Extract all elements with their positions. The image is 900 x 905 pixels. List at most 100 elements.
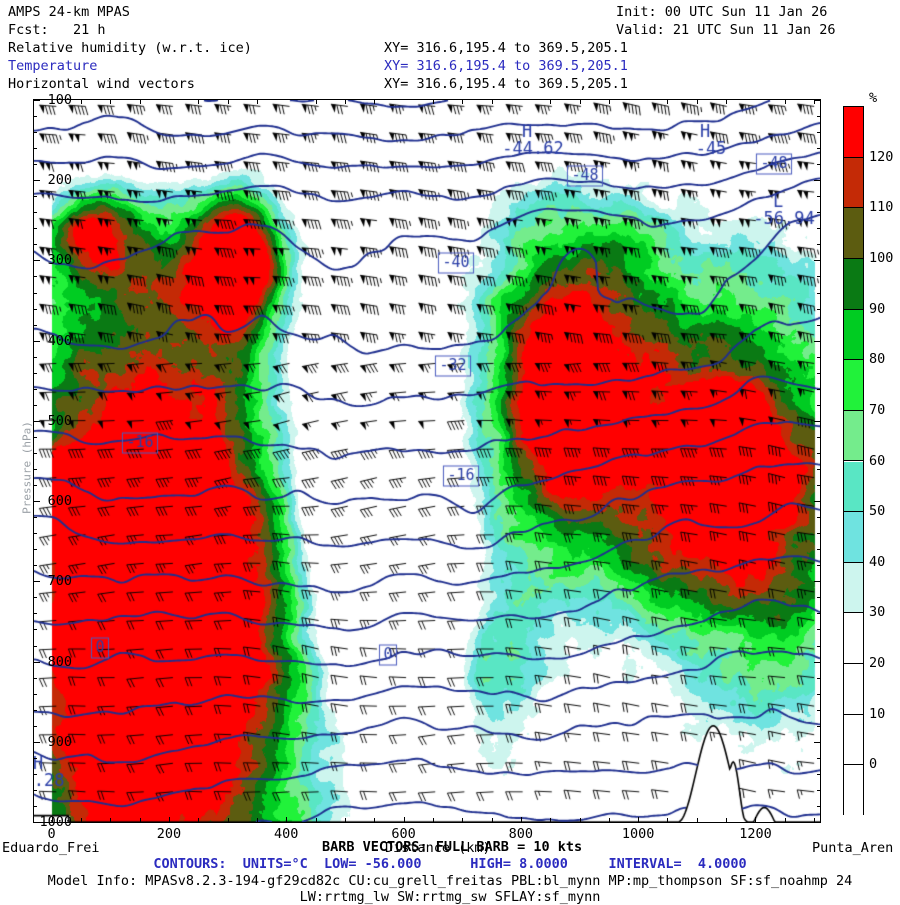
y-tick-label: 1000 <box>39 814 72 830</box>
y-minor-tick <box>817 565 821 567</box>
y-minor-tick <box>33 757 37 759</box>
x-tick-label: 600 <box>391 826 416 842</box>
x-minor-tick <box>110 100 112 104</box>
y-minor-tick <box>817 452 821 454</box>
x-tick-label: 200 <box>156 826 182 842</box>
y-minor-tick <box>817 613 821 615</box>
x-minor-tick <box>491 818 493 822</box>
x-minor-tick <box>667 818 669 822</box>
x-minor-tick <box>491 100 493 104</box>
y-minor-tick <box>817 725 821 727</box>
x-minor-tick <box>374 818 376 822</box>
x-minor-tick <box>139 818 141 822</box>
x-tick-mark <box>755 817 757 823</box>
y-minor-tick <box>33 773 37 775</box>
y-minor-tick <box>817 212 821 214</box>
colorbar-band <box>844 309 863 361</box>
contour-info: CONTOURS: UNITS=°C LOW= -56.000 HIGH= 8.… <box>153 856 747 872</box>
colorbar-band <box>844 461 863 513</box>
colorbar-band <box>844 613 863 665</box>
x-minor-tick <box>579 100 581 104</box>
colorbar-tick-label: 50 <box>869 503 886 520</box>
y-minor-tick <box>33 212 37 214</box>
header-xy-wind: XY= 316.6,195.4 to 369.5,205.1 <box>384 76 628 92</box>
colorbar-tick-label: 80 <box>869 351 886 368</box>
y-minor-tick <box>817 517 821 519</box>
y-minor-tick <box>817 132 821 134</box>
y-minor-tick <box>33 485 37 487</box>
x-minor-tick <box>432 100 434 104</box>
x-minor-tick <box>432 818 434 822</box>
x-minor-tick <box>550 100 552 104</box>
y-minor-tick <box>817 292 821 294</box>
x-minor-tick <box>110 818 112 822</box>
x-tick-label: 800 <box>508 826 534 842</box>
cross-section-plot[interactable] <box>33 99 821 823</box>
y-minor-tick <box>817 356 821 358</box>
x-tick-label: 400 <box>274 826 299 842</box>
x-minor-tick <box>784 818 786 822</box>
x-tick-mark <box>168 817 170 823</box>
x-minor-tick <box>198 100 200 104</box>
x-minor-tick <box>139 100 141 104</box>
x-minor-tick <box>550 818 552 822</box>
plot-canvas <box>34 100 820 822</box>
header-forecast: Fcst: 21 h <box>8 22 106 38</box>
y-minor-tick <box>33 228 37 230</box>
y-tick-mark <box>814 180 821 182</box>
y-minor-tick <box>33 452 37 454</box>
x-minor-tick <box>374 100 376 104</box>
site-label-left: Eduardo_Frei <box>2 840 100 856</box>
x-minor-tick <box>256 100 258 104</box>
y-minor-tick <box>817 677 821 679</box>
x-minor-tick <box>256 818 258 822</box>
y-minor-tick <box>817 228 821 230</box>
y-tick-label: 300 <box>47 252 72 269</box>
x-minor-tick <box>198 818 200 822</box>
x-minor-tick <box>608 818 610 822</box>
x-minor-tick <box>315 100 317 104</box>
y-tick-label: 600 <box>47 493 72 510</box>
x-tick-label: 0 <box>47 826 56 842</box>
y-minor-tick <box>817 645 821 647</box>
y-tick-mark <box>814 822 821 823</box>
y-minor-tick <box>817 629 821 631</box>
x-tick-mark <box>51 817 53 823</box>
x-tick-mark <box>286 817 288 823</box>
colorbar-band <box>844 562 863 614</box>
y-tick-label: 900 <box>47 733 72 750</box>
y-tick-label: 200 <box>47 172 72 189</box>
y-minor-tick <box>33 436 37 438</box>
y-minor-tick <box>817 549 821 551</box>
x-minor-tick <box>462 818 464 822</box>
y-minor-tick <box>817 597 821 599</box>
x-minor-tick <box>227 100 229 104</box>
y-minor-tick <box>817 709 821 711</box>
colorbar[interactable] <box>843 106 864 816</box>
y-minor-tick <box>817 436 821 438</box>
colorbar-tick-label: 120 <box>869 148 894 165</box>
x-minor-tick <box>784 100 786 104</box>
y-minor-tick <box>817 533 821 535</box>
colorbar-band <box>844 714 863 766</box>
y-minor-tick <box>817 372 821 374</box>
y-tick-mark <box>33 661 40 663</box>
y-minor-tick <box>33 805 37 807</box>
header-field-temperature: Temperature <box>8 58 98 74</box>
y-tick-mark <box>33 180 40 182</box>
colorbar-band <box>844 157 863 209</box>
site-label-right: Punta_Aren <box>812 840 894 856</box>
colorbar-band <box>844 410 863 462</box>
y-tick-mark <box>814 100 821 101</box>
colorbar-band <box>844 107 863 158</box>
y-minor-tick <box>817 244 821 246</box>
x-tick-label: 1000 <box>621 826 655 842</box>
y-tick-mark <box>814 340 821 342</box>
y-minor-tick <box>33 677 37 679</box>
y-tick-mark <box>814 661 821 663</box>
colorbar-tick-label: 100 <box>869 249 894 266</box>
x-minor-tick <box>227 818 229 822</box>
colorbar-band <box>844 258 863 310</box>
colorbar-band <box>844 512 863 563</box>
y-minor-tick <box>817 789 821 791</box>
